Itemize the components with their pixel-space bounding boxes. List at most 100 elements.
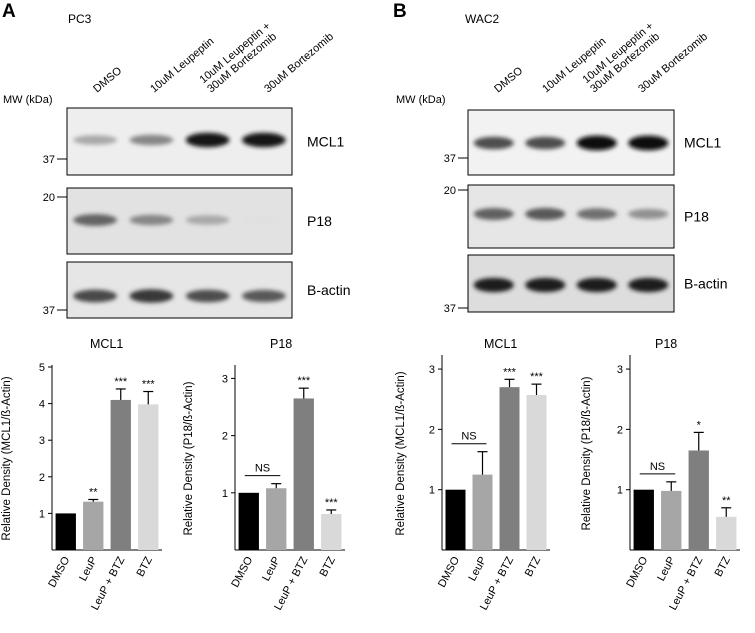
protein-label: MCL1 bbox=[307, 134, 345, 150]
mw-axis-label: MW (kDa) bbox=[3, 94, 53, 106]
protein-band bbox=[576, 277, 617, 293]
blot-b-actin: B-actin 37 bbox=[444, 254, 728, 315]
x-tick-label: DMSO bbox=[436, 554, 462, 589]
x-tick-label: DMSO bbox=[229, 554, 255, 589]
protein-band bbox=[241, 216, 286, 224]
cell-line-label: PC3 bbox=[68, 12, 92, 26]
marker-label: 37 bbox=[444, 153, 456, 165]
bar bbox=[138, 404, 159, 550]
bar-charts: MCL1 1 2 3 4 5 Relative Density (MCL1/ß-Actin)… bbox=[1, 337, 740, 612]
x-tick-label: LeuP bbox=[77, 555, 100, 583]
protein-band bbox=[73, 214, 118, 226]
bar bbox=[238, 492, 259, 550]
protein-band bbox=[73, 135, 118, 145]
panel-letter: B bbox=[393, 1, 407, 22]
bar-chart-3: MCL1 1 2 3 Relative Density (MCL1/ß-Actin) DM… bbox=[395, 337, 550, 612]
bar bbox=[445, 489, 466, 550]
y-tick-label: 2 bbox=[39, 472, 45, 484]
protein-band bbox=[473, 208, 514, 220]
bar bbox=[55, 513, 76, 550]
blot-frame bbox=[66, 261, 293, 319]
protein-band bbox=[241, 289, 286, 303]
significance-marker: *** bbox=[325, 497, 339, 509]
protein-band bbox=[628, 208, 669, 220]
chart-title: P18 bbox=[655, 337, 677, 351]
blot-b-actin: B-actin 37 bbox=[43, 261, 351, 319]
chart-title: MCL1 bbox=[90, 337, 123, 351]
x-tick-label: DMSO bbox=[624, 554, 650, 589]
bar bbox=[661, 490, 682, 550]
lane-label-line: DMSO bbox=[91, 65, 124, 96]
blot-mcl1: MCL1 37 bbox=[444, 109, 722, 176]
protein-band bbox=[129, 214, 174, 226]
comparison-label: NS bbox=[461, 431, 476, 443]
bar-chart-2: P18 1 2 3 Relative Density (P18/ß-Actin) DMSO… bbox=[183, 337, 345, 612]
bar-chart-4: P18 1 2 3 Relative Density (P18/ß-Actin) DMSO… bbox=[581, 337, 740, 612]
y-tick-label: 2 bbox=[222, 431, 228, 443]
marker-label: 37 bbox=[43, 154, 55, 166]
blot-p18: P18 20 bbox=[43, 187, 332, 255]
significance-marker: *** bbox=[114, 376, 128, 388]
significance-marker: * bbox=[697, 419, 702, 431]
significance-marker: *** bbox=[503, 366, 517, 378]
significance-marker: *** bbox=[142, 379, 156, 391]
y-tick-label: 1 bbox=[429, 485, 435, 497]
y-tick-label: 3 bbox=[222, 373, 228, 385]
chart-title: MCL1 bbox=[484, 337, 517, 351]
chart-title: P18 bbox=[270, 337, 292, 351]
protein-band bbox=[628, 135, 669, 151]
protein-band bbox=[185, 289, 230, 303]
bar-chart-1: MCL1 1 2 3 4 5 Relative Density (MCL1/ß-Actin)… bbox=[1, 337, 162, 612]
protein-band bbox=[185, 215, 230, 225]
bar bbox=[83, 501, 104, 550]
lane-label: DMSO bbox=[91, 65, 124, 96]
bar bbox=[633, 489, 654, 550]
protein-band bbox=[576, 135, 617, 151]
protein-band bbox=[628, 277, 669, 293]
significance-marker: ** bbox=[722, 495, 731, 507]
x-tick-label: BTZ bbox=[135, 555, 155, 579]
y-axis-label: Relative Density (P18/ß-Actin) bbox=[183, 381, 195, 535]
marker-label: 37 bbox=[43, 305, 55, 317]
marker-label: 20 bbox=[43, 192, 55, 204]
protein-band bbox=[129, 289, 174, 303]
significance-marker: *** bbox=[297, 375, 311, 387]
protein-band bbox=[185, 132, 230, 148]
y-tick-label: 2 bbox=[617, 424, 623, 436]
bar bbox=[266, 488, 287, 550]
cell-line-label: WAC2 bbox=[465, 12, 500, 26]
protein-band bbox=[525, 136, 566, 150]
protein-band bbox=[473, 136, 514, 150]
x-tick-label: BTZ bbox=[523, 555, 543, 579]
y-tick-label: 5 bbox=[39, 362, 45, 374]
protein-label: P18 bbox=[684, 209, 709, 225]
blot-p18: P18 20 bbox=[444, 184, 709, 249]
blot-mcl1: MCL1 37 bbox=[43, 107, 345, 176]
protein-band bbox=[73, 289, 118, 303]
protein-label: MCL1 bbox=[684, 135, 722, 151]
protein-band bbox=[525, 277, 566, 293]
protein-label: B-actin bbox=[307, 282, 351, 298]
y-tick-label: 3 bbox=[429, 364, 435, 376]
protein-band bbox=[241, 132, 286, 148]
protein-band bbox=[473, 277, 514, 293]
y-axis-label: Relative Density (P18/ß-Actin) bbox=[581, 376, 593, 530]
panel-letter: A bbox=[2, 1, 16, 22]
y-tick-label: 2 bbox=[429, 424, 435, 436]
x-tick-label: DMSO bbox=[46, 554, 72, 589]
marker-label: 37 bbox=[444, 303, 456, 315]
y-axis-label: Relative Density (MCL1/ß-Actin) bbox=[1, 376, 13, 540]
x-tick-label: BTZ bbox=[318, 555, 338, 579]
protein-band bbox=[129, 134, 174, 146]
mw-axis-label: MW (kDa) bbox=[396, 94, 446, 106]
y-tick-label: 3 bbox=[39, 435, 45, 447]
x-tick-label: LeuP bbox=[260, 555, 283, 583]
y-tick-label: 3 bbox=[617, 364, 623, 376]
comparison-label: NS bbox=[650, 461, 665, 473]
significance-marker: *** bbox=[530, 371, 544, 383]
y-tick-label: 4 bbox=[39, 399, 45, 411]
x-tick-label: LeuP bbox=[655, 555, 678, 583]
